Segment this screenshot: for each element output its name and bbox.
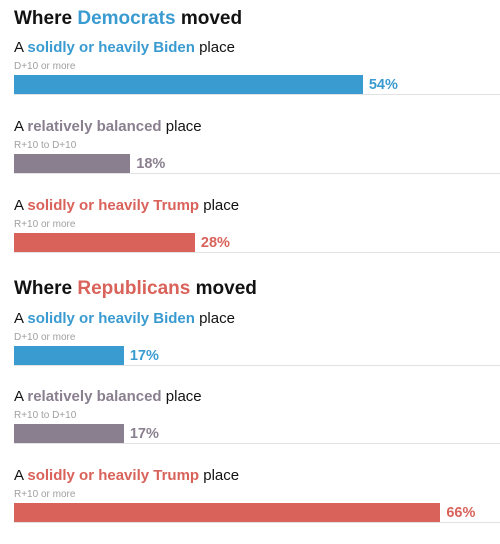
bar-rep-biden [14, 346, 124, 365]
label-suffix: place [194, 39, 235, 56]
bar-range-label: D+10 or more [14, 61, 76, 72]
bar-row-rep-biden: A solidly or heavily Biden place D+10 or… [14, 309, 500, 387]
label-prefix: A [14, 388, 28, 405]
bar-rep-trump [14, 503, 441, 522]
bar-label: A relatively balanced place [14, 387, 202, 406]
value-label-dem-biden: 54% [368, 77, 398, 93]
label-suffix: place [199, 467, 240, 484]
bar-label: A solidly or heavily Biden place [14, 309, 235, 328]
bar-dem-biden [14, 75, 363, 94]
title-highlight-republicans: Republicans [77, 278, 191, 299]
bar-rep-balanced [14, 424, 124, 443]
label-suffix: place [161, 388, 202, 405]
label-prefix: A [14, 39, 28, 56]
label-highlight: solidly or heavily Biden [27, 310, 195, 327]
baseline [14, 443, 500, 444]
label-suffix: place [194, 310, 235, 327]
bar-row-rep-trump: A solidly or heavily Trump place R+10 or… [14, 466, 500, 544]
baseline [14, 252, 500, 253]
bar-label: A solidly or heavily Trump place [14, 196, 239, 215]
bar-dem-balanced [14, 154, 131, 173]
value-label-rep-trump: 66% [446, 505, 476, 521]
value-label-rep-balanced: 17% [129, 426, 159, 442]
label-suffix: place [199, 197, 240, 214]
label-highlight: solidly or heavily Trump [27, 197, 200, 214]
label-highlight: relatively balanced [27, 118, 162, 135]
bar-range-label: R+10 or more [14, 489, 76, 500]
bar-range-label: R+10 to D+10 [14, 140, 77, 151]
title-before: Where [14, 8, 78, 29]
bar-range-label: D+10 or more [14, 332, 76, 343]
bar-row-dem-biden: A solidly or heavily Biden place D+10 or… [14, 38, 500, 116]
bar-range-label: R+10 to D+10 [14, 410, 77, 421]
bar-row-dem-trump: A solidly or heavily Trump place R+10 or… [14, 196, 500, 274]
bar-row-dem-balanced: A relatively balanced place R+10 to D+10… [14, 117, 500, 195]
label-highlight: solidly or heavily Biden [27, 39, 195, 56]
baseline [14, 173, 500, 174]
label-prefix: A [14, 467, 28, 484]
label-suffix: place [161, 118, 202, 135]
bar-label: A solidly or heavily Biden place [14, 38, 235, 57]
bar-label: A relatively balanced place [14, 117, 202, 136]
baseline [14, 94, 500, 95]
label-prefix: A [14, 197, 28, 214]
section-title-democrats: Where Democrats moved [14, 8, 242, 30]
title-before: Where [14, 278, 78, 299]
bar-range-label: R+10 or more [14, 219, 76, 230]
bar-dem-trump [14, 233, 195, 252]
baseline [14, 365, 500, 366]
title-after: moved [175, 8, 243, 29]
title-highlight-democrats: Democrats [77, 8, 176, 29]
value-label-dem-balanced: 18% [136, 156, 166, 172]
title-after: moved [190, 278, 257, 299]
baseline [14, 522, 500, 523]
label-prefix: A [14, 310, 28, 327]
value-label-dem-trump: 28% [200, 235, 230, 251]
bar-label: A solidly or heavily Trump place [14, 466, 239, 485]
label-highlight: solidly or heavily Trump [27, 467, 200, 484]
label-highlight: relatively balanced [27, 388, 162, 405]
section-title-republicans: Where Republicans moved [14, 278, 257, 300]
bar-row-rep-balanced: A relatively balanced place R+10 to D+10… [14, 387, 500, 465]
value-label-rep-biden: 17% [129, 348, 159, 364]
label-prefix: A [14, 118, 28, 135]
